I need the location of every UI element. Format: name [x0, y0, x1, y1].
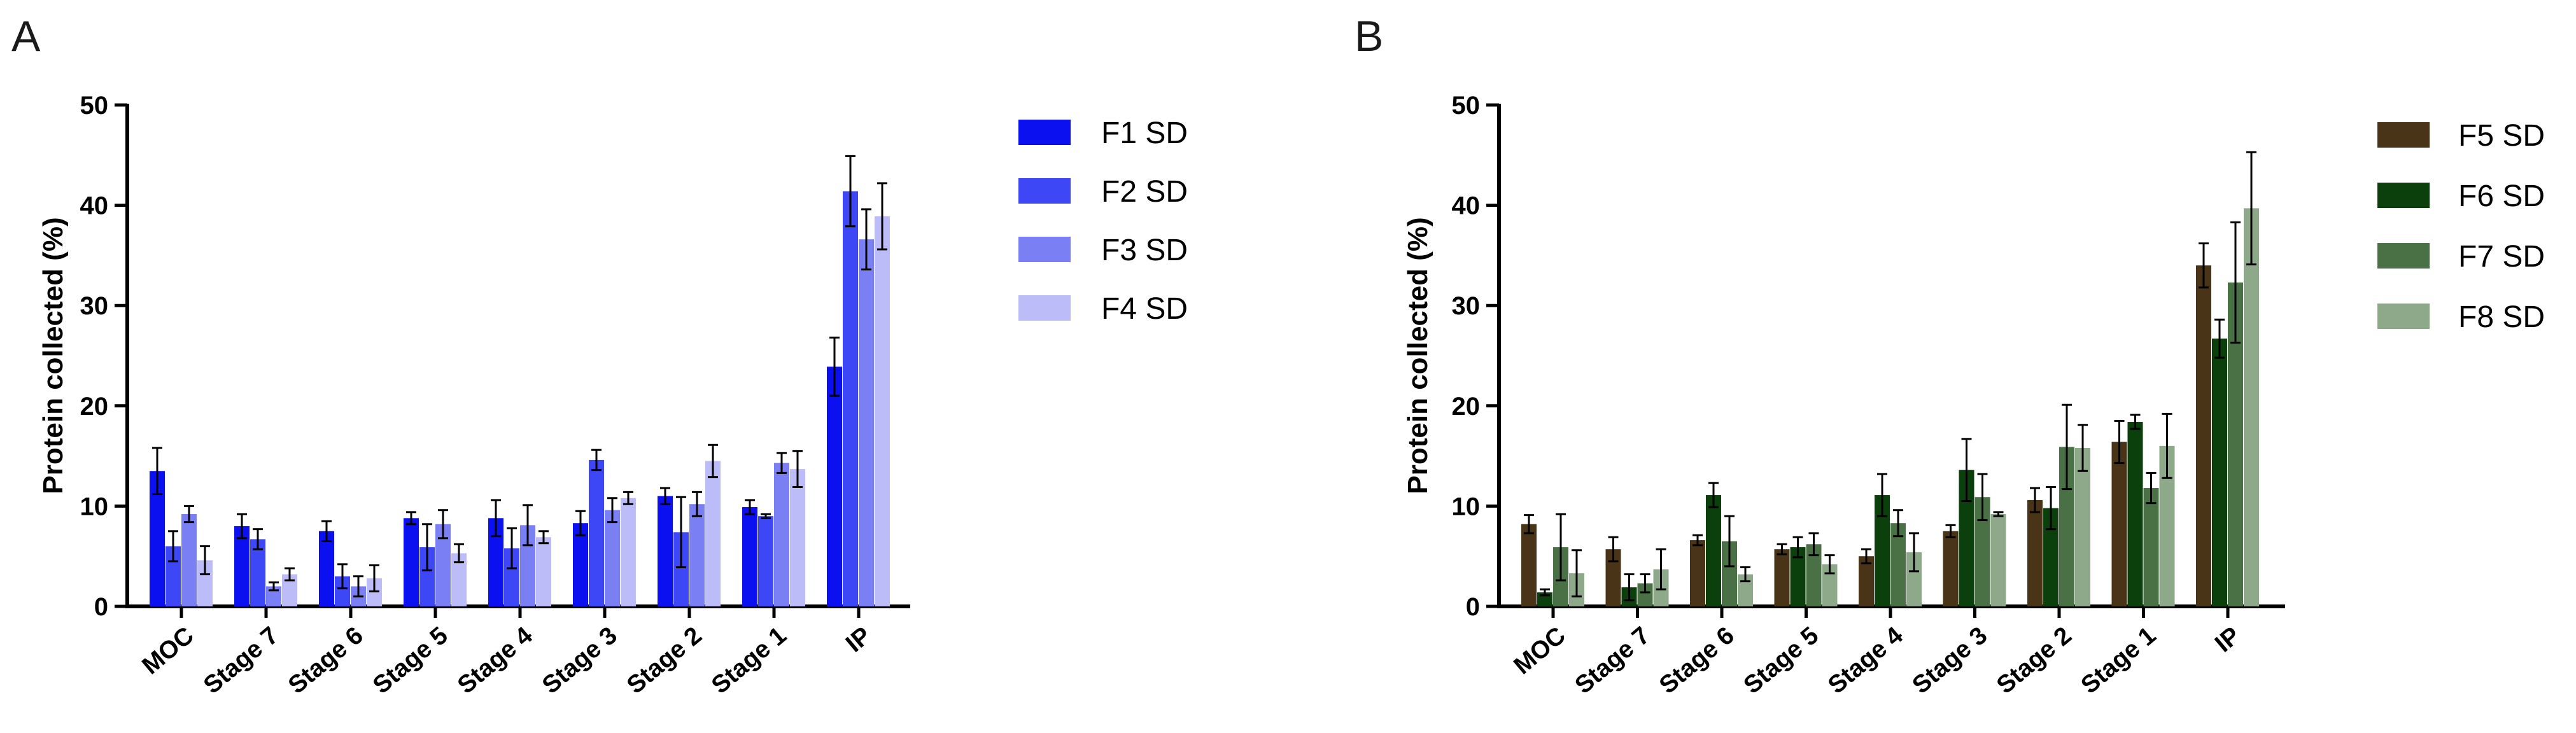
bar: [742, 506, 757, 606]
bar: [1690, 540, 1705, 606]
y-tick-label: 30: [1452, 292, 1481, 320]
y-axis-title: Protein collected (%): [38, 217, 69, 494]
x-tick-label: Stage 4: [453, 622, 538, 699]
x-tick-label: IP: [2210, 622, 2246, 658]
bar: [2196, 265, 2211, 606]
x-tick-label: Stage 6: [283, 622, 369, 699]
bar: [843, 191, 858, 606]
bar: [181, 514, 197, 606]
legend-label: F7 SD: [2458, 240, 2545, 274]
bar: [2143, 488, 2159, 606]
y-tick-label: 20: [1452, 393, 1481, 421]
legend-label: F6 SD: [2458, 179, 2545, 213]
x-tick-label: Stage 3: [1907, 622, 1992, 699]
x-tick-label: Stage 2: [1992, 622, 2077, 699]
legend: F1 SD F2 SD F3 SD F4 SD: [1018, 116, 1188, 326]
x-tick-label: Stage 4: [1823, 622, 1908, 699]
legend-label: F5 SD: [2458, 119, 2545, 153]
legend-label: F8 SD: [2458, 300, 2545, 334]
bar: [573, 523, 588, 606]
x-tick-label: Stage 2: [622, 622, 707, 699]
x-tick-label: MOC: [1509, 622, 1570, 680]
x-tick-label: Stage 3: [537, 622, 623, 699]
panel-label: A: [11, 12, 41, 60]
bar: [875, 216, 890, 606]
y-tick-label: 20: [80, 393, 109, 421]
bar: [621, 498, 636, 606]
legend-swatch: [2377, 183, 2430, 208]
bar: [774, 463, 789, 606]
bar: [1521, 524, 1537, 606]
x-tick-label: Stage 6: [1654, 622, 1740, 699]
bar: [1706, 495, 1721, 606]
bar: [250, 539, 265, 606]
y-axis-title: Protein collected (%): [1402, 217, 1433, 494]
bar: [319, 531, 334, 606]
x-tick-label: IP: [841, 622, 876, 658]
y-tick-label: 10: [80, 492, 109, 520]
legend-swatch: [2377, 304, 2430, 329]
bar: [859, 239, 874, 607]
bar: [658, 496, 673, 606]
x-tick-label: MOC: [137, 622, 199, 680]
bar: [536, 537, 551, 606]
y-tick-label: 10: [1452, 492, 1481, 520]
y-tick-label: 0: [94, 593, 108, 621]
bar: [705, 461, 721, 606]
x-tick-label: Stage 5: [1738, 622, 1824, 699]
bar: [2075, 447, 2090, 606]
bar: [2127, 422, 2143, 606]
x-tick-label: Stage 7: [199, 622, 284, 699]
bar: [589, 459, 604, 606]
legend-label: F4 SD: [1101, 292, 1188, 326]
bar: [2111, 442, 2127, 606]
y-tick-label: 30: [80, 292, 109, 320]
legend-swatch: [1018, 237, 1071, 262]
panel-label: B: [1355, 12, 1383, 60]
bar: [689, 504, 705, 606]
legend-swatch: [2377, 243, 2430, 269]
bar: [605, 510, 620, 606]
x-tick-label: Stage 7: [1570, 622, 1655, 699]
bar: [1859, 556, 1874, 606]
bar: [790, 469, 805, 606]
bar: [404, 518, 419, 606]
legend-swatch: [1018, 295, 1071, 321]
bar: [758, 516, 773, 606]
legend-swatch: [1018, 178, 1071, 204]
bar: [1774, 549, 1790, 606]
y-tick-label: 40: [1452, 192, 1481, 220]
bar: [2212, 339, 2227, 606]
x-tick-label: Stage 5: [368, 622, 453, 699]
bar: [234, 526, 250, 606]
legend-swatch: [2377, 122, 2430, 148]
x-tick-label: Stage 1: [707, 622, 792, 699]
legend-label: F3 SD: [1101, 234, 1188, 267]
bar: [1943, 531, 1959, 606]
y-tick-label: 50: [1452, 92, 1481, 120]
legend-swatch: [1018, 120, 1071, 145]
legend: F5 SD F6 SD F7 SD F8 SD: [2377, 119, 2545, 334]
y-tick-label: 0: [1466, 593, 1480, 621]
y-tick-label: 40: [80, 192, 109, 220]
bar: [1990, 514, 2006, 606]
y-tick-label: 50: [80, 92, 109, 120]
legend-label: F1 SD: [1101, 116, 1188, 150]
bar: [2244, 208, 2259, 606]
bar: [2027, 499, 2043, 606]
legend-label: F2 SD: [1101, 175, 1188, 209]
bar: [827, 366, 842, 606]
x-tick-label: Stage 1: [2076, 622, 2161, 699]
